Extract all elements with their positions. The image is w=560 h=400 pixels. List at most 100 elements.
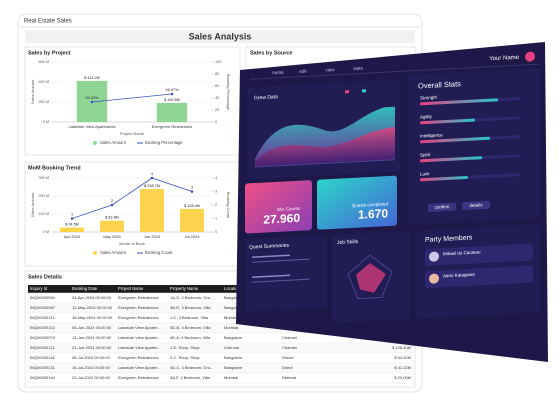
y-tick-label: 0 M [43,230,49,234]
member-avatar [429,273,439,284]
card-value: 1.670 [358,206,388,222]
card-label: Win Counts [277,206,301,212]
x-tick-label: Jun 2024 [144,234,161,239]
y2-axis-title: Booking Count [226,192,231,219]
nav-line [250,63,540,80]
table-cell: INQ00000113 [30,315,55,320]
x-tick-label: Apr 2024 [64,234,81,239]
member-card[interactable] [425,265,533,288]
table-cell: 1-C, 3 Bedroom, Villa [170,315,209,320]
table-cell: $ 41.22M [394,365,411,370]
stat-bar [420,175,468,182]
table-cell: 4E-A, 4 Bedroom, Villa [170,335,211,340]
member-card[interactable] [425,243,533,266]
button-label[interactable]: details [469,202,483,208]
table-cell: Evergreen Residences [118,355,158,360]
y-tick-label: 200 M [38,100,49,104]
stat-name: Strength [420,95,437,101]
y2-tick-label: 2 [215,203,217,207]
nav-item[interactable]: view [325,67,335,73]
stat-card [317,175,397,230]
legend-swatch [345,90,349,94]
y2-axis-title: Booking Percentage [226,74,231,111]
table-cell: Bangalore [224,365,243,370]
text-line [252,274,290,278]
stat-name: Spirit [420,152,431,158]
nav-item[interactable]: stats [353,66,363,72]
bar [100,220,124,232]
table-cell: $ 128.40M [392,345,411,350]
data-label: $ 238.7M [144,184,160,188]
avatar[interactable] [525,51,535,62]
data-label: 46.67% [166,88,180,92]
table-cell: Mumbai [224,325,238,330]
point [90,100,94,104]
table-cell: 3A-F, 2 Bedroom, Villa [170,375,210,380]
column-header: Booking Date [72,286,98,291]
table-cell: Bangalore [224,305,243,310]
table-cell: INQ00000102 [30,325,56,330]
table-cell: Referral [282,375,296,380]
point [170,92,174,96]
data-label: $ 190.5M [164,98,180,102]
table-cell: 1A-G, 2 Bedroom, Gro... [170,295,213,300]
table-cell: Mumbai [224,315,238,320]
point [110,203,114,207]
panel-title: Sales by Source [250,50,293,56]
y2-tick-label: 1 [215,217,217,221]
table-cell: INQ00000131 [30,365,56,370]
table-cell: Evergreen Residences [118,375,158,380]
data-label: 2 [111,199,113,203]
y-tick-label: 300 M [38,176,49,180]
stat-name: Intelligence [420,132,443,138]
table-cell: 12-May-2024 00:00:00 [72,305,113,310]
member-avatar [429,251,439,262]
button[interactable] [428,202,456,212]
stat-bar [420,136,490,144]
data-label: 33.33% [86,96,100,100]
table-cell: Channel [282,345,297,350]
table-cell: 2-C, Shop, Shop [170,355,200,360]
table-cell: INQ00000087 [30,305,56,310]
table-cell: 05-Jun-2024 00:00:00 [72,325,112,330]
line [71,177,193,219]
table-cell: Evergreen Residences [118,305,158,310]
y2-tick-label: 0 [215,230,217,234]
member-name: Mikael du Cauteau [443,249,481,256]
legend-label: Booking Count [145,250,173,255]
column-header: Property Name [170,286,199,291]
data-label: 4 [151,172,153,176]
y-axis-title: Sales Amount [30,192,35,218]
data-label: $ 24.5M [65,223,79,227]
table-cell: Direct [282,365,293,370]
nav-item[interactable]: edit [299,68,307,73]
column-header: Location [224,286,241,291]
user-name: Your Name [489,55,519,63]
panel-title: Job Skills [337,239,359,246]
column-header: Inquiry Id [30,286,48,291]
table-cell: 1-D, Shop, Shop [170,345,200,350]
y2-tick-label: 20 [215,108,219,112]
x-tick-label: Lakeside View Apartments [68,124,115,129]
button[interactable] [462,200,490,211]
table-cell: $ 64.20M [394,355,411,360]
game-dashboard: Your Name Grew Data Win Counts 27.960 Qu… [236,42,548,362]
point [150,176,154,180]
button-label[interactable]: confirm [435,204,450,210]
panel [245,235,327,312]
y2-tick-label: 80 [215,72,219,76]
nav-item[interactable]: home [272,70,284,76]
table-cell: 16-Jul-2024 00:00:00 [72,365,111,370]
legend-label: Booking Percentage [145,140,183,145]
table-cell: Evergreen Residences [118,315,158,320]
bar [140,189,164,232]
bar [180,208,204,232]
table-cell: Lakeside View Apartm... [118,365,161,370]
table-cell: $ 23.00M [394,375,411,380]
text-line [252,278,310,283]
table-cell: Online [282,355,294,360]
table-cell: Evergreen Residences [118,295,158,300]
